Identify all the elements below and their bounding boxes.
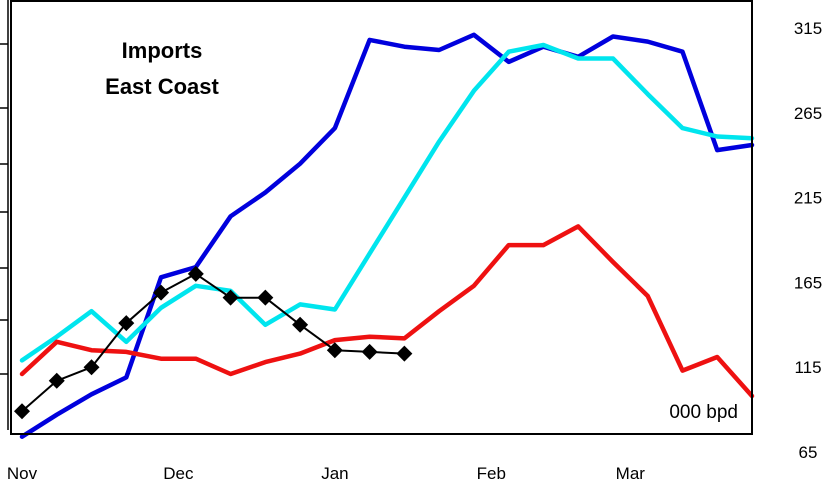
series-3-point: [361, 343, 378, 360]
x-tick-label: Feb: [477, 464, 506, 479]
series-1-line: [19, 42, 755, 363]
y-tick-label: 115: [794, 358, 821, 377]
series-layer: [14, 32, 755, 439]
y-axis: 65 115 165 215 265 315: [794, 19, 822, 462]
series-3-point: [187, 265, 204, 282]
x-tick-label: Dec: [163, 464, 194, 479]
y-tick-label: 265: [794, 104, 822, 123]
chart-title-line-2: East Coast: [105, 74, 219, 99]
y-tick-label: 215: [794, 189, 822, 208]
y-tick-label: 65: [799, 443, 818, 462]
series-3-point: [222, 289, 239, 306]
x-tick-label: Jan: [321, 464, 348, 479]
series-3-point: [326, 342, 343, 359]
series-3-point: [83, 359, 100, 376]
series-3-point: [396, 345, 413, 362]
series-3-point: [118, 315, 135, 332]
series-3-point: [153, 284, 170, 301]
y-tick-label: 315: [794, 19, 822, 38]
x-axis: Nov Dec Jan Feb Mar: [7, 464, 645, 479]
series-3-point: [14, 403, 30, 420]
plot-area-frame: [10, 0, 753, 435]
x-tick-label: Mar: [616, 464, 646, 479]
y-tick-label: 165: [794, 273, 822, 292]
series-2-line: [19, 224, 755, 399]
series-3-point: [48, 372, 65, 389]
series-3-point: [292, 316, 309, 333]
left-edge-ticks: [0, 0, 9, 430]
series-3-point: [257, 289, 274, 306]
x-tick-label: Nov: [7, 464, 38, 479]
unit-label: 000 bpd: [669, 402, 738, 423]
chart-title-line-1: Imports: [122, 38, 203, 63]
